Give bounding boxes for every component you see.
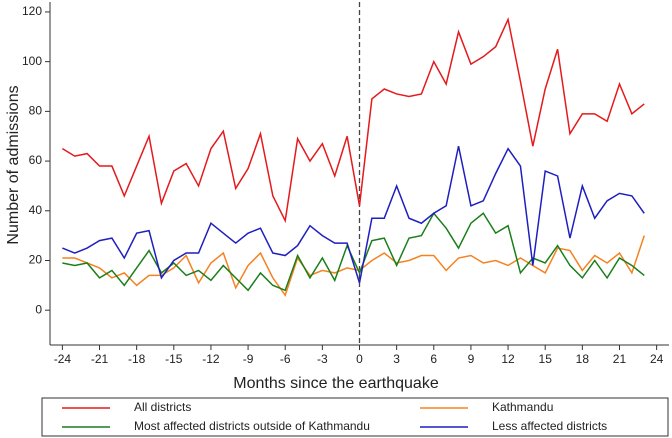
y-tick-label: 80: [29, 104, 43, 118]
y-tick-label: 60: [29, 153, 43, 167]
x-tick-label: -3: [317, 352, 328, 366]
x-tick-label: 0: [356, 352, 363, 366]
y-tick-label: 20: [29, 253, 43, 267]
x-tick-label: -12: [202, 352, 220, 366]
x-tick-label: 12: [501, 352, 515, 366]
y-tick-label: 100: [22, 54, 42, 68]
y-axis-label: Number of admissions: [5, 85, 22, 244]
series-line: [62, 211, 645, 292]
x-tick-label: 3: [393, 352, 400, 366]
x-tick-label: 18: [576, 352, 590, 366]
x-tick-label: -6: [280, 352, 291, 366]
y-tick-label: 120: [22, 4, 42, 18]
x-tick-label: 9: [468, 352, 475, 366]
legend-label: Kathmandu: [492, 400, 553, 414]
y-tick-label: 0: [35, 302, 42, 316]
x-tick-label: 6: [430, 352, 437, 366]
x-axis-label: Months since the earthquake: [233, 375, 439, 392]
x-tick-label: 15: [539, 352, 553, 366]
x-tick-label: -21: [91, 352, 109, 366]
y-tick-label: 40: [29, 203, 43, 217]
x-tick-label: -24: [54, 352, 72, 366]
legend-label: Less affected districts: [492, 419, 607, 433]
x-tick-label: -15: [165, 352, 183, 366]
x-tick-label: -18: [128, 352, 146, 366]
legend-box: [41, 397, 669, 437]
series-line: [62, 235, 645, 297]
legend-label: Most affected districts outside of Kathm…: [134, 419, 370, 433]
series-line: [61, 16, 645, 224]
x-tick-label: -9: [243, 352, 254, 366]
series-line: [62, 146, 645, 284]
x-tick-label: 24: [650, 352, 664, 366]
legend-label: All districts: [134, 400, 191, 414]
x-tick-label: 21: [613, 352, 627, 366]
